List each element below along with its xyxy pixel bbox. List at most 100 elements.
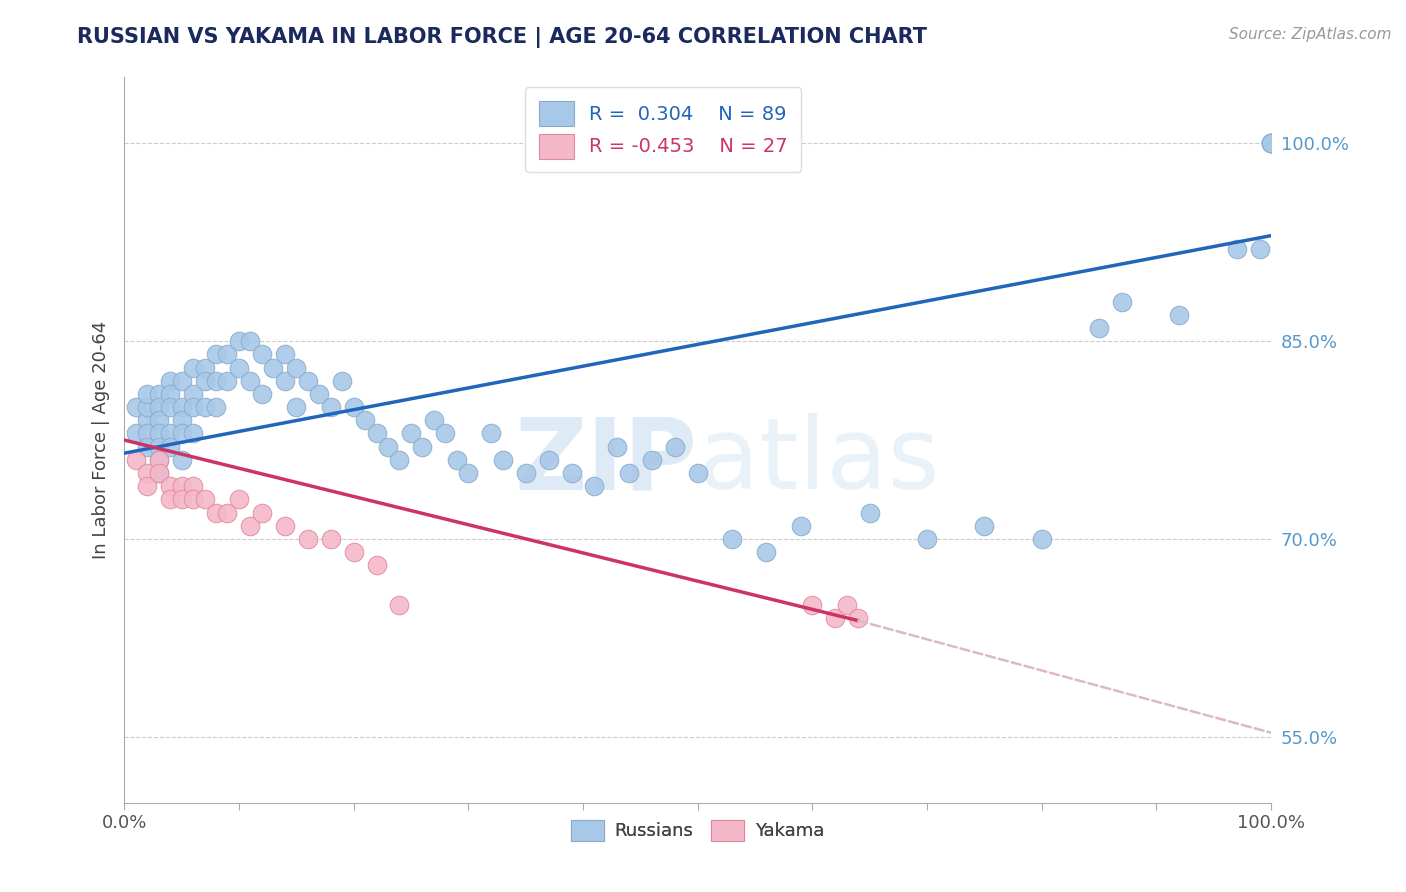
Point xyxy=(285,360,308,375)
Point xyxy=(411,440,433,454)
Point xyxy=(148,466,170,480)
Point xyxy=(148,466,170,480)
Point xyxy=(136,413,159,427)
Point xyxy=(319,532,342,546)
Point xyxy=(148,452,170,467)
Point xyxy=(181,426,204,441)
Point xyxy=(366,426,388,441)
Point xyxy=(319,400,342,414)
Point xyxy=(170,479,193,493)
Point xyxy=(606,440,628,454)
Point xyxy=(330,374,353,388)
Point xyxy=(1260,136,1282,151)
Text: ZIP: ZIP xyxy=(515,413,697,510)
Point xyxy=(274,374,297,388)
Point xyxy=(148,400,170,414)
Point xyxy=(492,452,515,467)
Point xyxy=(228,492,250,507)
Point xyxy=(250,506,273,520)
Point xyxy=(686,466,709,480)
Point xyxy=(193,400,215,414)
Point xyxy=(170,413,193,427)
Point xyxy=(297,374,319,388)
Point xyxy=(193,360,215,375)
Point xyxy=(262,360,284,375)
Point xyxy=(274,347,297,361)
Point xyxy=(148,413,170,427)
Point xyxy=(446,452,468,467)
Point xyxy=(159,440,181,454)
Point xyxy=(274,518,297,533)
Point xyxy=(159,400,181,414)
Point xyxy=(308,387,330,401)
Point xyxy=(125,400,148,414)
Point xyxy=(617,466,640,480)
Point xyxy=(181,360,204,375)
Point xyxy=(181,387,204,401)
Point xyxy=(159,374,181,388)
Point xyxy=(1088,321,1111,335)
Point xyxy=(457,466,479,480)
Point xyxy=(1260,136,1282,151)
Point xyxy=(170,492,193,507)
Point xyxy=(664,440,686,454)
Point xyxy=(835,598,858,612)
Point xyxy=(217,374,239,388)
Point xyxy=(1226,242,1249,256)
Point xyxy=(125,452,148,467)
Point xyxy=(388,452,411,467)
Point xyxy=(915,532,938,546)
Point xyxy=(423,413,446,427)
Y-axis label: In Labor Force | Age 20-64: In Labor Force | Age 20-64 xyxy=(93,321,110,559)
Point xyxy=(136,440,159,454)
Point xyxy=(148,452,170,467)
Point xyxy=(399,426,422,441)
Point xyxy=(136,400,159,414)
Point xyxy=(1249,242,1271,256)
Point xyxy=(205,400,228,414)
Point xyxy=(560,466,582,480)
Point xyxy=(136,426,159,441)
Point xyxy=(479,426,502,441)
Point xyxy=(181,400,204,414)
Text: Source: ZipAtlas.com: Source: ZipAtlas.com xyxy=(1229,27,1392,42)
Point xyxy=(515,466,537,480)
Text: RUSSIAN VS YAKAMA IN LABOR FORCE | AGE 20-64 CORRELATION CHART: RUSSIAN VS YAKAMA IN LABOR FORCE | AGE 2… xyxy=(77,27,928,48)
Point xyxy=(228,360,250,375)
Point xyxy=(1031,532,1053,546)
Point xyxy=(193,492,215,507)
Point xyxy=(136,466,159,480)
Point xyxy=(239,374,262,388)
Point xyxy=(1260,136,1282,151)
Point xyxy=(434,426,457,441)
Point xyxy=(285,400,308,414)
Point xyxy=(250,387,273,401)
Point xyxy=(755,545,778,559)
Point xyxy=(205,374,228,388)
Point xyxy=(342,545,364,559)
Point xyxy=(790,518,813,533)
Point xyxy=(239,334,262,348)
Point xyxy=(181,479,204,493)
Point xyxy=(388,598,411,612)
Point xyxy=(377,440,399,454)
Point xyxy=(1168,308,1191,322)
Point xyxy=(159,479,181,493)
Point xyxy=(205,506,228,520)
Point xyxy=(537,452,560,467)
Point xyxy=(159,387,181,401)
Point xyxy=(801,598,824,612)
Point xyxy=(159,492,181,507)
Point xyxy=(824,611,846,625)
Point xyxy=(205,347,228,361)
Point xyxy=(217,347,239,361)
Point xyxy=(159,426,181,441)
Point xyxy=(170,452,193,467)
Point xyxy=(148,387,170,401)
Point xyxy=(342,400,364,414)
Point xyxy=(1260,136,1282,151)
Legend: Russians, Yakama: Russians, Yakama xyxy=(564,813,831,848)
Point xyxy=(136,387,159,401)
Point xyxy=(583,479,606,493)
Point xyxy=(721,532,744,546)
